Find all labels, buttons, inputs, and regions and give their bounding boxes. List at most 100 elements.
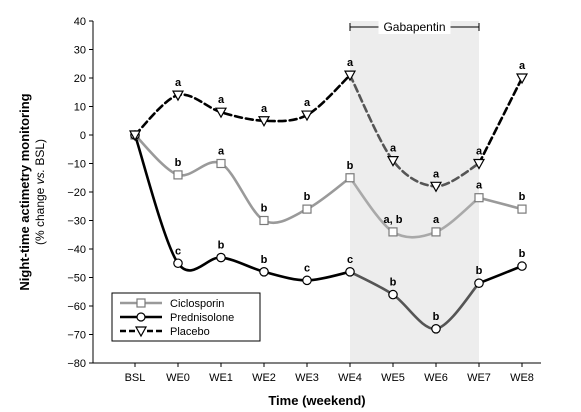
significance-label-placebo: a — [390, 143, 397, 155]
data-point-ciclosporin — [345, 173, 355, 183]
legend-marker-placebo — [134, 326, 148, 338]
data-point-placebo — [214, 107, 228, 119]
data-point-ciclosporin — [517, 204, 527, 214]
legend-label-prednisolone: Prednisolone — [170, 312, 234, 324]
significance-label-placebo: a — [218, 94, 225, 106]
y-tick-label: 0 — [80, 130, 86, 142]
significance-label-prednisolone: b — [519, 248, 526, 260]
significance-label-prednisolone: b — [476, 265, 483, 277]
x-tick-label: WE8 — [510, 372, 534, 384]
data-point-ciclosporin — [474, 193, 484, 203]
significance-label-placebo: a — [175, 77, 182, 89]
legend-marker-ciclosporin — [136, 298, 146, 308]
y-axis-title-group: Night-time actimetry monitoring (% chang… — [17, 93, 47, 290]
significance-label-ciclosporin: b — [175, 157, 182, 169]
data-point-placebo — [300, 110, 314, 122]
significance-label-prednisolone: c — [347, 254, 353, 266]
y-tick-label: 30 — [74, 45, 86, 57]
data-point-placebo — [386, 156, 400, 167]
x-tick-label: WE0 — [166, 372, 190, 384]
series-line-placebo-pre — [133, 73, 352, 137]
x-tick-label: WE7 — [467, 372, 491, 384]
data-point-placebo — [472, 158, 486, 170]
data-point-ciclosporin — [302, 204, 312, 214]
significance-label-placebo: a — [347, 57, 354, 69]
significance-label-placebo: a — [519, 60, 526, 72]
y-tick-label: 40 — [74, 16, 86, 28]
data-point-ciclosporin — [216, 158, 226, 169]
significance-label-prednisolone: c — [175, 245, 181, 257]
significance-label-ciclosporin: b — [519, 191, 526, 203]
data-point-ciclosporin — [259, 215, 269, 226]
x-tick-label: WE2 — [252, 372, 276, 384]
x-tick-label: WE4 — [338, 372, 362, 384]
legend: Ciclosporin Prednisolone Placebo — [111, 292, 261, 342]
series-line-ciclosporin-pre — [133, 133, 352, 225]
data-point-prednisolone — [173, 258, 183, 269]
significance-label-ciclosporin: a, b — [384, 214, 403, 226]
x-axis-title: Time (weekend) — [268, 393, 365, 408]
data-point-prednisolone — [259, 266, 269, 277]
y-axis-subtitle-post: BSL) — [33, 139, 47, 169]
y-tick-label: −70 — [67, 330, 86, 342]
legend-label-ciclosporin: Ciclosporin — [170, 298, 224, 310]
series-line-prednisolone-post — [477, 264, 524, 285]
data-point-prednisolone — [388, 289, 398, 300]
x-tick-label: WE6 — [424, 372, 448, 384]
series-line-ciclosporin-shaded — [348, 176, 481, 239]
y-axis-subtitle-italic: vs. — [33, 169, 47, 184]
data-point-placebo — [515, 73, 529, 85]
series-line-placebo-shaded — [348, 73, 481, 188]
legend-label-placebo: Placebo — [170, 326, 210, 338]
x-tick-label: WE3 — [295, 372, 319, 384]
significance-label-ciclosporin: a — [218, 146, 225, 158]
significance-label-prednisolone: c — [304, 262, 310, 274]
legend-marker-prednisolone — [136, 312, 146, 322]
y-tick-label: 20 — [74, 73, 86, 85]
data-point-ciclosporin — [388, 227, 398, 237]
y-axis-subtitle-pre: (% change — [33, 184, 47, 245]
y-tick-label: −30 — [67, 216, 86, 228]
series-line-ciclosporin-post — [477, 196, 524, 211]
data-point-placebo — [257, 116, 271, 127]
data-point-placebo — [343, 70, 357, 82]
series-line-placebo-post — [477, 76, 524, 165]
significance-label-placebo: a — [261, 103, 268, 115]
y-tick-label: −10 — [67, 159, 86, 171]
axes: 40 30 20 10 0 −10 −20 −30 −40 −50 −60 −70 −80 BSL WE0 W… — [67, 16, 541, 384]
significance-label-prednisolone: b — [218, 240, 225, 252]
significance-label-placebo: a — [476, 146, 483, 158]
x-tick-label: BSL — [125, 372, 146, 384]
y-tick-label: −80 — [67, 358, 86, 370]
significance-label-prednisolone: b — [433, 311, 440, 323]
y-tick-label: −50 — [67, 273, 86, 285]
series-line-prednisolone-pre — [133, 133, 352, 282]
data-point-placebo — [429, 181, 443, 193]
y-tick-label: 10 — [74, 102, 86, 114]
series-markers — [128, 70, 529, 334]
y-axis-title: Night-time actimetry monitoring — [17, 93, 32, 290]
significance-labels: b a b b b a, b a a b c b b c c b b b b a a a a a a a a a — [175, 57, 526, 323]
data-point-placebo — [128, 130, 142, 142]
data-point-prednisolone — [216, 252, 226, 263]
significance-label-placebo: a — [304, 97, 311, 109]
data-point-placebo — [171, 90, 185, 102]
data-point-prednisolone — [431, 323, 441, 334]
series-line-prednisolone-shaded — [348, 270, 481, 331]
significance-label-placebo: a — [433, 168, 440, 180]
y-tick-label: −20 — [67, 187, 86, 199]
significance-label-prednisolone: b — [390, 277, 397, 289]
data-point-prednisolone — [474, 278, 484, 288]
significance-label-ciclosporin: a — [476, 180, 483, 192]
x-tick-label: WE1 — [209, 372, 233, 384]
y-tick-label: −60 — [67, 301, 86, 313]
data-point-ciclosporin — [431, 227, 441, 237]
data-point-prednisolone — [517, 261, 527, 271]
gabapentin-label: Gabapentin — [383, 20, 445, 34]
data-point-prednisolone — [345, 266, 355, 277]
significance-label-ciclosporin: a — [433, 214, 440, 226]
gabapentin-shaded-region — [350, 21, 479, 363]
significance-label-ciclosporin: b — [304, 191, 311, 203]
